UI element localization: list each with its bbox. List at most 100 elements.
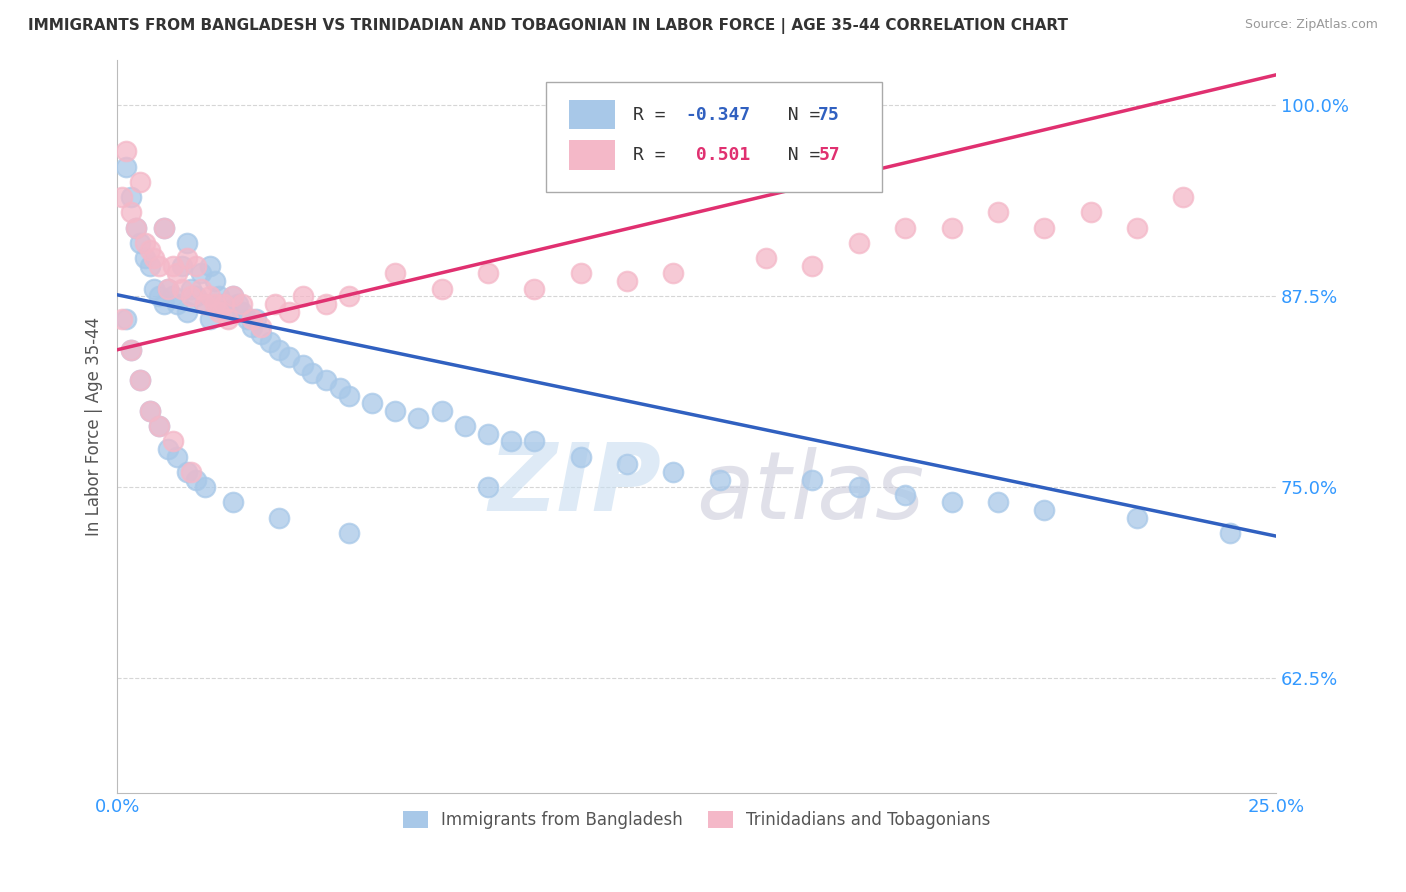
Point (129, 235, 152, 250)
Text: IMMIGRANTS FROM BANGLADESH VS TRINIDADIAN AND TOBAGONIAN IN LABOR FORCE | AGE 35: IMMIGRANTS FROM BANGLADESH VS TRINIDADIA… (28, 18, 1069, 34)
Point (361, 396, 384, 410)
Point (125, 220, 148, 235)
Point (120, 343, 142, 357)
Point (894, 220, 917, 235)
Point (894, 488, 917, 502)
Point (1126, 220, 1149, 235)
Point (152, 220, 174, 235)
Point (384, 267, 406, 281)
Point (263, 297, 285, 311)
Point (217, 304, 239, 318)
Point (523, 434, 546, 449)
Point (180, 465, 202, 479)
Point (337, 526, 360, 541)
Point (208, 304, 231, 318)
Text: atlas: atlas (696, 447, 925, 538)
Point (143, 282, 166, 296)
Point (987, 495, 1010, 509)
Point (194, 297, 217, 311)
Point (222, 289, 245, 303)
Text: N =: N = (766, 105, 831, 124)
Point (198, 259, 221, 273)
Point (162, 289, 184, 303)
Point (277, 304, 299, 318)
Point (250, 319, 273, 334)
Point (231, 304, 253, 318)
Text: -0.347: -0.347 (685, 105, 751, 124)
Point (848, 480, 870, 494)
Point (222, 289, 245, 303)
Text: 75: 75 (818, 105, 839, 124)
Point (129, 175, 152, 189)
Point (212, 297, 235, 311)
Point (194, 480, 217, 494)
Point (157, 282, 180, 296)
Point (180, 289, 202, 303)
Point (662, 267, 685, 281)
Text: R =: R = (633, 146, 676, 164)
Text: N =: N = (766, 146, 831, 164)
Point (408, 411, 430, 425)
Point (115, 312, 138, 326)
Point (208, 289, 231, 303)
Point (115, 160, 138, 174)
Point (217, 312, 239, 326)
Point (245, 312, 267, 326)
Point (152, 297, 174, 311)
Point (941, 495, 963, 509)
Point (180, 282, 202, 296)
Point (157, 282, 180, 296)
Point (226, 297, 249, 311)
Point (222, 495, 245, 509)
Point (1173, 190, 1195, 204)
Point (616, 274, 638, 288)
Text: Source: ZipAtlas.com: Source: ZipAtlas.com (1244, 18, 1378, 31)
Point (569, 267, 592, 281)
Point (848, 235, 870, 250)
FancyBboxPatch shape (546, 81, 882, 192)
Point (477, 267, 499, 281)
Point (198, 289, 221, 303)
Point (236, 312, 259, 326)
Point (801, 259, 824, 273)
Point (184, 473, 207, 487)
Point (134, 235, 156, 250)
FancyBboxPatch shape (569, 100, 616, 129)
Point (198, 312, 221, 326)
Point (204, 274, 226, 288)
Point (184, 259, 207, 273)
Point (1033, 503, 1056, 517)
Text: R =: R = (633, 105, 676, 124)
Point (120, 205, 142, 219)
Point (1126, 510, 1149, 524)
Point (190, 267, 212, 281)
Point (337, 388, 360, 402)
Point (111, 190, 134, 204)
Point (138, 404, 160, 418)
FancyBboxPatch shape (569, 140, 616, 169)
Point (166, 267, 188, 281)
Text: 0.501: 0.501 (685, 146, 751, 164)
Point (184, 289, 207, 303)
Point (384, 404, 406, 418)
Point (176, 235, 198, 250)
Point (315, 297, 337, 311)
Point (162, 434, 184, 449)
Point (138, 404, 160, 418)
Point (176, 465, 198, 479)
Point (801, 473, 824, 487)
Point (430, 404, 453, 418)
Point (115, 145, 138, 159)
Point (152, 220, 174, 235)
Point (157, 442, 180, 456)
Point (231, 297, 253, 311)
Point (987, 205, 1010, 219)
Point (212, 297, 235, 311)
Point (166, 450, 188, 464)
Point (194, 297, 217, 311)
Point (134, 251, 156, 265)
Point (190, 282, 212, 296)
Point (430, 282, 453, 296)
Point (166, 297, 188, 311)
Point (129, 373, 152, 387)
